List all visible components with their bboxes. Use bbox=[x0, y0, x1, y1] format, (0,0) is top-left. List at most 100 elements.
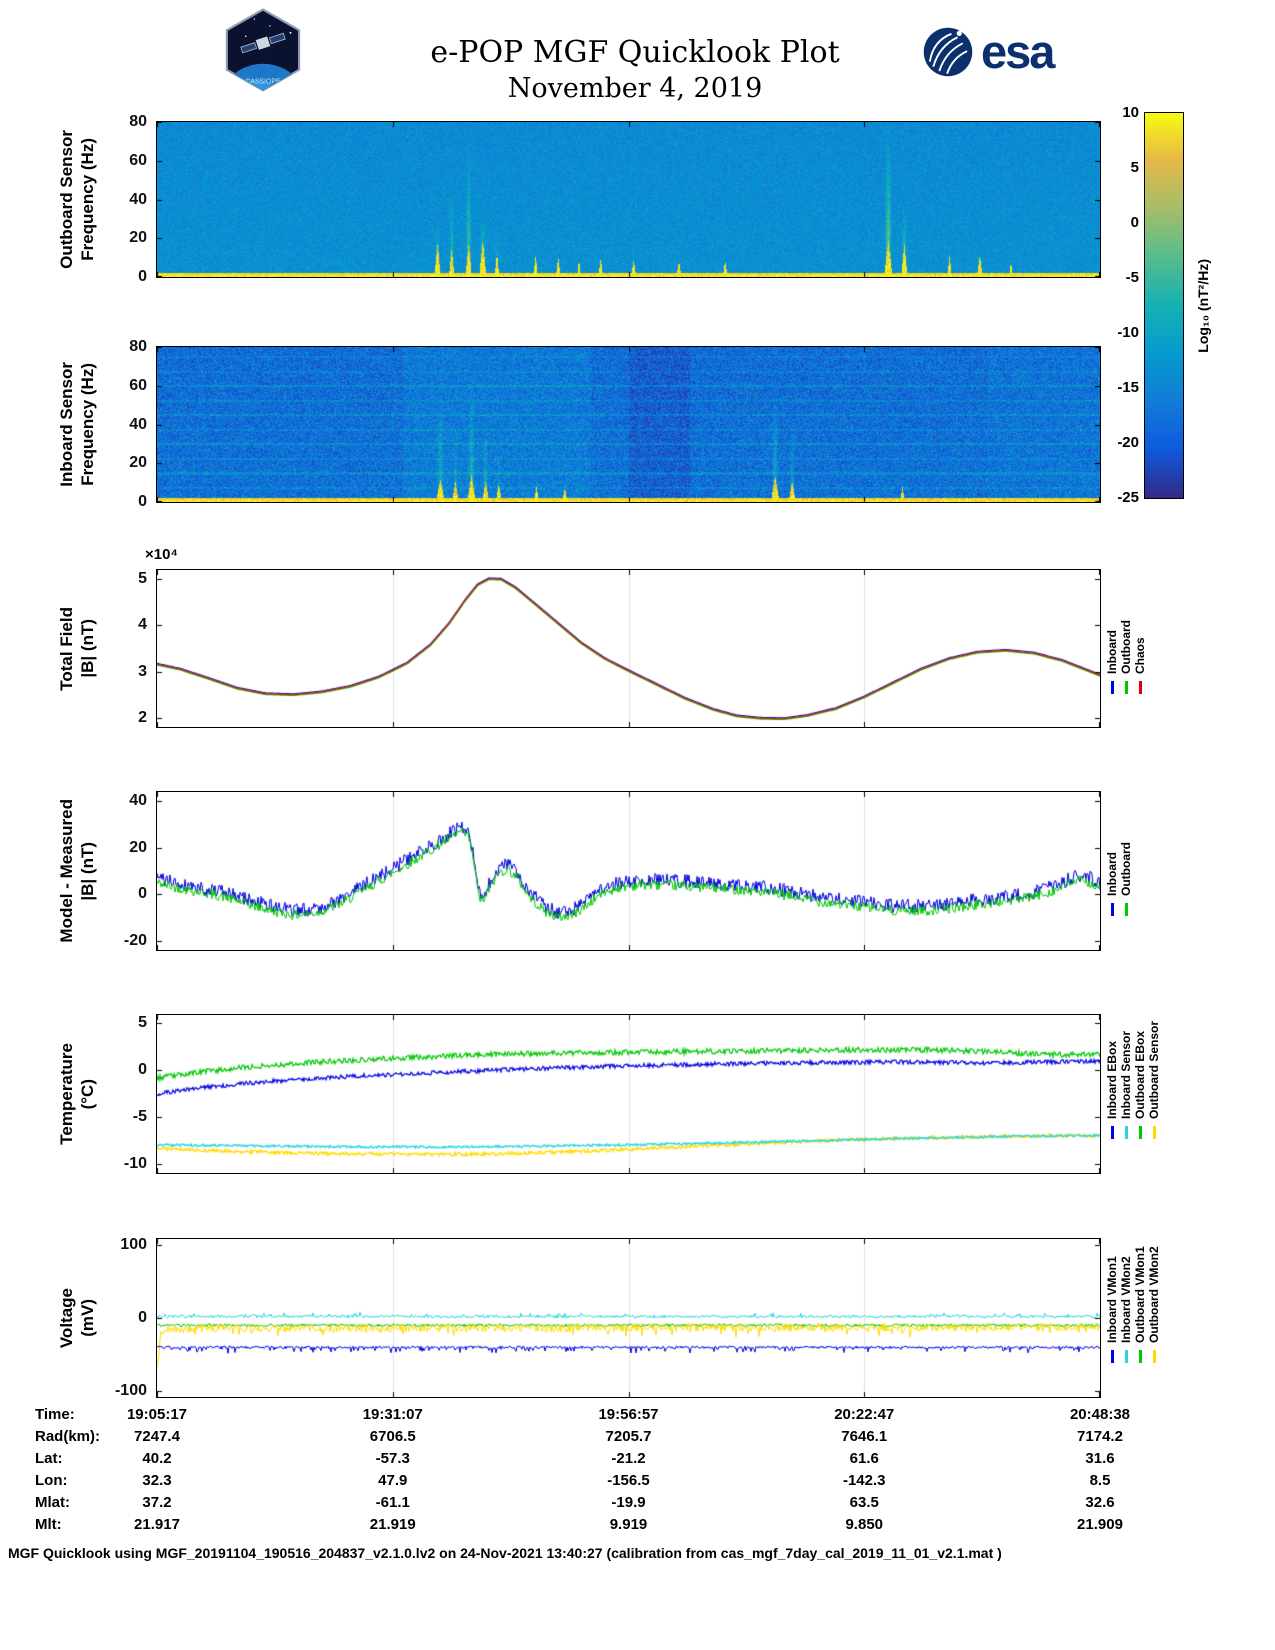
esa-wordmark: esa bbox=[981, 24, 1055, 78]
y-tick-label: -100 bbox=[114, 1382, 147, 1400]
table-cell: 20:48:38 bbox=[1069, 1406, 1131, 1423]
table-cell: 9.919 bbox=[609, 1516, 648, 1533]
table-cell: -21.2 bbox=[611, 1450, 646, 1467]
table-row: Lon: 32.3 47.9 -156.5 -142.3 8.5 bbox=[0, 1470, 1275, 1492]
esa-emblem-icon bbox=[923, 27, 973, 77]
legend-label: Outboard VMon2 bbox=[1147, 1246, 1161, 1343]
line-plot-canvas-total-field bbox=[156, 569, 1101, 728]
colorbar-tick-label: 0 bbox=[1130, 214, 1139, 231]
cassiope-logo: CASSIOPE bbox=[220, 6, 306, 99]
footer-text: MGF Quicklook using MGF_20191104_190516_… bbox=[8, 1545, 1002, 1561]
y-tick-label: 5 bbox=[138, 570, 147, 588]
y-tick-label: -10 bbox=[123, 1154, 147, 1172]
y-axis-label-temperature: Temperature (°C) bbox=[55, 1015, 101, 1173]
legend-marker bbox=[1138, 1126, 1142, 1139]
y-axis-label-line: Total Field bbox=[57, 606, 76, 691]
legend-item: Inboard bbox=[1105, 792, 1119, 950]
table-cell: 31.6 bbox=[1085, 1450, 1115, 1467]
colorbar-tick-label: -15 bbox=[1117, 379, 1139, 396]
cassiope-emblem-icon: CASSIOPE bbox=[225, 8, 301, 92]
y-axis-label-line: Temperature bbox=[57, 1043, 76, 1145]
table-cell: 21.919 bbox=[369, 1516, 416, 1533]
table-cell: 21.917 bbox=[134, 1516, 180, 1533]
legend-marker bbox=[1124, 1126, 1128, 1139]
table-row-label: Time: bbox=[35, 1406, 75, 1423]
table-cell: 37.2 bbox=[142, 1494, 172, 1511]
table-row-label: Mlt: bbox=[35, 1516, 62, 1533]
legend-label: Outboard VMon1 bbox=[1133, 1246, 1147, 1343]
line-plot-canvas-model-measured bbox=[156, 791, 1101, 951]
legend-label: Inboard bbox=[1105, 630, 1119, 674]
table-cell: 7205.7 bbox=[605, 1428, 652, 1445]
table-cell: -19.9 bbox=[611, 1494, 646, 1511]
legend-label: Outboard EBox bbox=[1133, 1030, 1147, 1119]
colorbar-canvas bbox=[1144, 112, 1184, 499]
table-cell: 20:22:47 bbox=[834, 1406, 895, 1423]
y-tick-label: 4 bbox=[138, 616, 147, 634]
table-cell: 32.6 bbox=[1085, 1494, 1115, 1511]
y-tick-label: 20 bbox=[129, 229, 147, 247]
legend-item: Inboard Sensor bbox=[1119, 1015, 1133, 1173]
spectrogram-canvas-inboard-spectrogram bbox=[156, 346, 1101, 503]
table-cell: 19:05:17 bbox=[126, 1406, 188, 1423]
y-axis-label-total-field: Total Field |B| (nT) bbox=[55, 570, 101, 727]
table-cell: 6706.5 bbox=[369, 1428, 416, 1445]
legend-marker bbox=[1110, 903, 1114, 916]
y-tick-label: 0 bbox=[138, 493, 147, 510]
y-axis-label-model-measured: Model - Measured |B| (nT) bbox=[55, 792, 101, 950]
y-tick-label: -5 bbox=[132, 1107, 147, 1125]
legend-label: Inboard bbox=[1105, 852, 1119, 896]
y-tick-label: 40 bbox=[129, 792, 147, 810]
legend-item: Outboard Sensor bbox=[1147, 1015, 1161, 1173]
legend-voltage: Inboard VMon1 Inboard VMon2 Outboard VMon1… bbox=[1105, 1239, 1161, 1397]
y-tick-label: 80 bbox=[129, 338, 147, 355]
y-axis-label-line: Inboard Sensor bbox=[57, 362, 76, 487]
legend-marker bbox=[1152, 1126, 1156, 1139]
y-tick-label: 3 bbox=[138, 662, 147, 680]
legend-marker bbox=[1110, 681, 1114, 694]
legend-marker bbox=[1138, 1350, 1142, 1363]
legend-item: Outboard bbox=[1119, 792, 1133, 950]
colorbar-tick-label: -20 bbox=[1117, 434, 1139, 451]
table-row-label: Mlat: bbox=[35, 1494, 70, 1511]
table-cell: 7646.1 bbox=[841, 1428, 888, 1445]
y-tick-label: 0 bbox=[138, 1060, 147, 1078]
legend-temperature: Inboard EBox Inboard Sensor Outboard EBox O… bbox=[1105, 1015, 1161, 1173]
legend-item: Inboard EBox bbox=[1105, 1015, 1119, 1173]
table-cell: 9.850 bbox=[845, 1516, 884, 1533]
colorbar-tick-label: -25 bbox=[1117, 489, 1139, 506]
table-cell: 19:31:07 bbox=[362, 1406, 423, 1423]
legend-item: Outboard VMon1 bbox=[1133, 1239, 1147, 1397]
table-cell: 63.5 bbox=[849, 1494, 879, 1511]
legend-label: Inboard VMon1 bbox=[1105, 1256, 1119, 1343]
header: e-POP MGF Quicklook Plot November 4, 201… bbox=[160, 34, 1110, 105]
legend-marker bbox=[1110, 1126, 1114, 1139]
table-row-label: Rad(km): bbox=[35, 1428, 101, 1445]
legend-item: Outboard EBox bbox=[1133, 1015, 1147, 1173]
y-tick-label: 60 bbox=[129, 376, 147, 394]
legend-item: Outboard VMon2 bbox=[1147, 1239, 1161, 1397]
page-title: e-POP MGF Quicklook Plot bbox=[430, 35, 840, 70]
legend-label: Inboard Sensor bbox=[1119, 1030, 1133, 1119]
table-row-label: Lat: bbox=[35, 1450, 63, 1467]
legend-marker bbox=[1138, 681, 1142, 694]
line-plot-canvas-temperature bbox=[156, 1014, 1101, 1174]
table-cell: -57.3 bbox=[375, 1450, 410, 1467]
line-plot-canvas-voltage bbox=[156, 1238, 1101, 1398]
legend-label: Inboard VMon2 bbox=[1119, 1256, 1133, 1343]
colorbar-label: Log₁₀ (nT²/Hz) bbox=[1195, 258, 1211, 353]
legend-item: Outboard bbox=[1119, 570, 1133, 727]
colorbar-tick-label: -10 bbox=[1117, 324, 1139, 341]
table-cell: 7247.4 bbox=[134, 1428, 180, 1445]
table-cell: -156.5 bbox=[607, 1472, 650, 1489]
y-tick-label: 60 bbox=[129, 151, 147, 169]
table-cell: 47.9 bbox=[378, 1472, 408, 1489]
y-tick-label: 40 bbox=[129, 190, 147, 208]
legend-item: Inboard VMon2 bbox=[1119, 1239, 1133, 1397]
table-cell: 19:56:57 bbox=[598, 1406, 659, 1423]
y-tick-label: 0 bbox=[138, 268, 147, 285]
legend-label: Inboard EBox bbox=[1105, 1040, 1119, 1119]
table-cell: -61.1 bbox=[375, 1494, 410, 1511]
legend-item: Chaos bbox=[1133, 570, 1147, 727]
